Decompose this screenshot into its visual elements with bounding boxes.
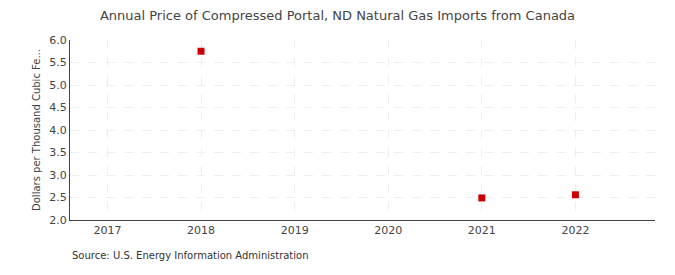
svg-text:3.0: 3.0: [49, 169, 67, 182]
svg-text:2020: 2020: [374, 224, 402, 237]
svg-text:2022: 2022: [561, 224, 589, 237]
svg-text:2018: 2018: [187, 224, 215, 237]
svg-text:Annual Price of Compressed Por: Annual Price of Compressed Portal, ND Na…: [100, 8, 575, 23]
svg-text:5.5: 5.5: [49, 56, 67, 69]
svg-text:4.0: 4.0: [49, 124, 67, 137]
svg-text:4.5: 4.5: [49, 101, 67, 114]
svg-text:2017: 2017: [93, 224, 121, 237]
svg-text:2021: 2021: [468, 224, 496, 237]
svg-text:2.0: 2.0: [49, 214, 67, 227]
svg-text:3.5: 3.5: [49, 146, 67, 159]
svg-text:5.0: 5.0: [49, 79, 67, 92]
svg-text:2.5: 2.5: [49, 191, 67, 204]
svg-text:6.0: 6.0: [49, 34, 67, 47]
svg-text:2019: 2019: [281, 224, 309, 237]
svg-text:Source: U.S. Energy Informatio: Source: U.S. Energy Information Administ…: [72, 250, 309, 261]
svg-text:Dollars per Thousand Cubic Fe.: Dollars per Thousand Cubic Fe...: [31, 49, 42, 211]
